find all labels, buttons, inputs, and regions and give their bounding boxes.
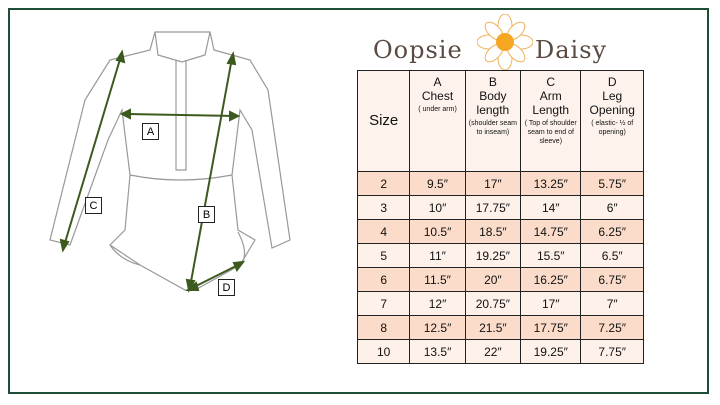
measurement-cell: 6.75″ [580,267,644,292]
label-d: D [218,279,235,296]
brand-name-left: Oopsie [373,36,463,64]
label-c: C [85,197,102,214]
table-row: 10 13.5″ 22″ 19.25″ 7.75″ [356,339,644,364]
garment-outline [49,31,291,291]
measurement-cell: 20″ [464,267,522,292]
measurement-cell: 19.25″ [520,339,582,364]
table-row: 7 12″ 20.75″ 17″ 7″ [356,291,644,316]
size-cell: 5 [356,243,411,268]
measurement-cell: 17.75″ [464,195,522,220]
measurement-cell: 14″ [520,195,582,220]
table-row: 8 12.5″ 21.5″ 17.75″ 7.25″ [356,315,644,340]
measurement-cell: 11.5″ [409,267,466,292]
measurement-cell: 13.25″ [520,171,582,196]
measurement-cell: 5.75″ [580,171,644,196]
measurement-cell: 15.5″ [520,243,582,268]
measurement-arrows [59,49,246,293]
header-body-length: B Body length (shoulder seam to inseam) [464,70,522,172]
measurement-cell: 7.75″ [580,339,644,364]
table-row: 4 10.5″ 18.5″ 14.75″ 6.25″ [356,219,644,244]
measurement-cell: 12.5″ [409,315,466,340]
size-cell: 6 [356,267,411,292]
measurement-cell: 13.5″ [409,339,466,364]
header-leg-opening: D Leg Opening( elastic- ½ of opening) [580,70,644,172]
size-cell: 8 [356,315,411,340]
measurement-cell: 17″ [464,171,522,196]
measurement-cell: 18.5″ [464,219,522,244]
measurement-cell: 21.5″ [464,315,522,340]
measurement-cell: 6.25″ [580,219,644,244]
label-b: B [198,206,215,223]
size-cell: 4 [356,219,411,244]
header-arm-length: C Arm Length( Top of shoulder seam to end… [520,70,582,172]
table-row: 6 11.5″ 20″ 16.25″ 6.75″ [356,267,644,292]
measurement-cell: 10.5″ [409,219,466,244]
table-row: 3 10″ 17.75″ 14″ 6″ [356,195,644,220]
measurement-cell: 7.25″ [580,315,644,340]
measurement-cell: 14.75″ [520,219,582,244]
measurement-cell: 19.25″ [464,243,522,268]
daisy-icon [477,14,533,70]
table-row: 2 9.5″ 17″ 13.25″ 5.75″ [356,171,644,196]
header-size: Size [356,70,411,172]
page-frame [8,8,709,394]
brand-name-right: Daisy [535,36,608,64]
size-cell: 7 [356,291,411,316]
size-cell: 3 [356,195,411,220]
measurement-cell: 7″ [580,291,644,316]
brand-logo: Oopsie Daisy [365,14,615,70]
measurement-cell: 6″ [580,195,644,220]
table-header-row: Size A Chest( under arm) B Body length (sho… [356,70,644,172]
measurement-cell: 9.5″ [409,171,466,196]
measurement-cell: 16.25″ [520,267,582,292]
table-row: 5 11″ 19.25″ 15.5″ 6.5″ [356,243,644,268]
measurement-cell: 11″ [409,243,466,268]
measurement-cell: 20.75″ [464,291,522,316]
size-cell: 2 [356,171,411,196]
measurement-cell: 17″ [520,291,582,316]
label-a: A [142,123,159,140]
measurement-cell: 6.5″ [580,243,644,268]
measurement-cell: 22″ [464,339,522,364]
size-chart-table: Size A Chest( under arm) B Body length (sho… [356,70,644,364]
header-chest: A Chest( under arm) [409,70,466,172]
measurement-cell: 12″ [409,291,466,316]
size-cell: 10 [356,339,411,364]
measurement-cell: 10″ [409,195,466,220]
measurement-cell: 17.75″ [520,315,582,340]
